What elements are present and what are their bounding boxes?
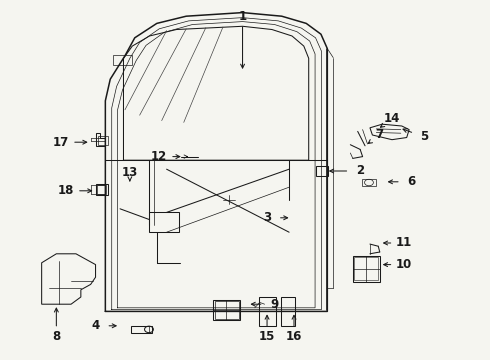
Bar	[316, 166, 328, 176]
Bar	[149, 212, 179, 232]
Text: 1: 1	[239, 10, 246, 23]
Text: 7: 7	[376, 129, 384, 141]
Text: 6: 6	[408, 175, 416, 188]
Text: 5: 5	[420, 130, 428, 143]
Text: 3: 3	[263, 211, 271, 224]
Bar	[96, 184, 108, 195]
Bar	[353, 256, 380, 282]
Text: 15: 15	[259, 330, 275, 343]
Bar	[354, 257, 378, 280]
Bar	[213, 300, 240, 320]
Bar	[98, 136, 108, 145]
Text: 11: 11	[396, 237, 413, 249]
Text: 16: 16	[286, 330, 302, 343]
Text: 9: 9	[270, 298, 278, 311]
Text: 13: 13	[122, 166, 138, 179]
Text: 2: 2	[356, 165, 364, 177]
Bar	[131, 326, 152, 333]
Bar	[215, 301, 239, 319]
Text: 8: 8	[52, 330, 60, 343]
Text: 17: 17	[53, 136, 70, 149]
Bar	[281, 297, 295, 326]
Text: 18: 18	[58, 184, 74, 197]
Text: 14: 14	[384, 112, 400, 125]
Bar	[97, 185, 106, 194]
Bar	[113, 55, 132, 65]
Text: 4: 4	[92, 319, 99, 332]
Bar	[259, 297, 276, 326]
Text: 10: 10	[396, 258, 413, 271]
Bar	[362, 179, 376, 186]
Text: 12: 12	[151, 150, 168, 163]
